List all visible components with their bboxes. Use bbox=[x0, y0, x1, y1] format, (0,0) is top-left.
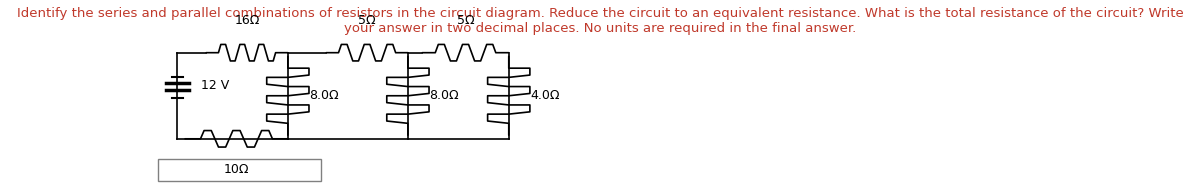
Text: 8.0Ω: 8.0Ω bbox=[430, 89, 458, 102]
Text: 4.0Ω: 4.0Ω bbox=[530, 89, 559, 102]
Text: 12 V: 12 V bbox=[202, 79, 229, 92]
FancyBboxPatch shape bbox=[158, 159, 322, 181]
Text: 8.0Ω: 8.0Ω bbox=[308, 89, 338, 102]
Text: Identify the series and parallel combinations of resistors in the circuit diagra: Identify the series and parallel combina… bbox=[17, 7, 1183, 35]
Text: 5Ω: 5Ω bbox=[457, 14, 474, 27]
Text: 5Ω: 5Ω bbox=[359, 14, 376, 27]
Text: 16Ω: 16Ω bbox=[234, 14, 259, 27]
Text: 10Ω: 10Ω bbox=[223, 163, 250, 176]
